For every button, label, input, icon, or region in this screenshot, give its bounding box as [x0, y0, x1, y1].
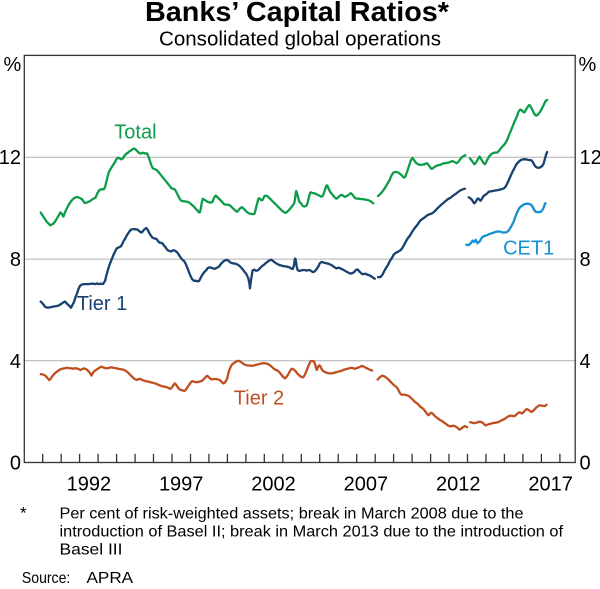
svg-text:%: %: [4, 54, 22, 76]
svg-text:12: 12: [580, 147, 600, 169]
svg-text:APRA: APRA: [87, 570, 134, 584]
svg-text:*: *: [20, 504, 27, 523]
svg-text:Per cent of risk-weighted asse: Per cent of risk-weighted assets; break …: [60, 506, 524, 523]
svg-text:2017: 2017: [528, 474, 573, 496]
svg-text:4: 4: [580, 351, 591, 373]
svg-text:2007: 2007: [344, 474, 389, 496]
svg-text:Consolidated global operations: Consolidated global operations: [159, 28, 441, 50]
svg-text:introduction of Basel II; brea: introduction of Basel II; break in March…: [60, 524, 564, 541]
svg-text:0: 0: [580, 452, 591, 474]
svg-text:Total: Total: [114, 122, 156, 144]
svg-text:2012: 2012: [436, 474, 481, 496]
svg-text:8: 8: [580, 249, 591, 271]
svg-text:Tier 2: Tier 2: [234, 387, 284, 409]
svg-text:%: %: [579, 54, 597, 76]
svg-text:2002: 2002: [251, 474, 296, 496]
svg-text:12: 12: [0, 147, 21, 169]
svg-text:0: 0: [10, 452, 21, 474]
svg-text:Basel III: Basel III: [60, 542, 123, 559]
svg-text:1997: 1997: [159, 474, 204, 496]
svg-text:8: 8: [10, 249, 21, 271]
svg-text:1992: 1992: [67, 474, 112, 496]
svg-text:Source:: Source:: [22, 570, 70, 584]
svg-text:Tier 1: Tier 1: [77, 293, 127, 315]
svg-text:CET1: CET1: [503, 238, 554, 260]
svg-text:4: 4: [10, 351, 21, 373]
svg-text:Banks’ Capital Ratios*: Banks’ Capital Ratios*: [145, 0, 449, 27]
